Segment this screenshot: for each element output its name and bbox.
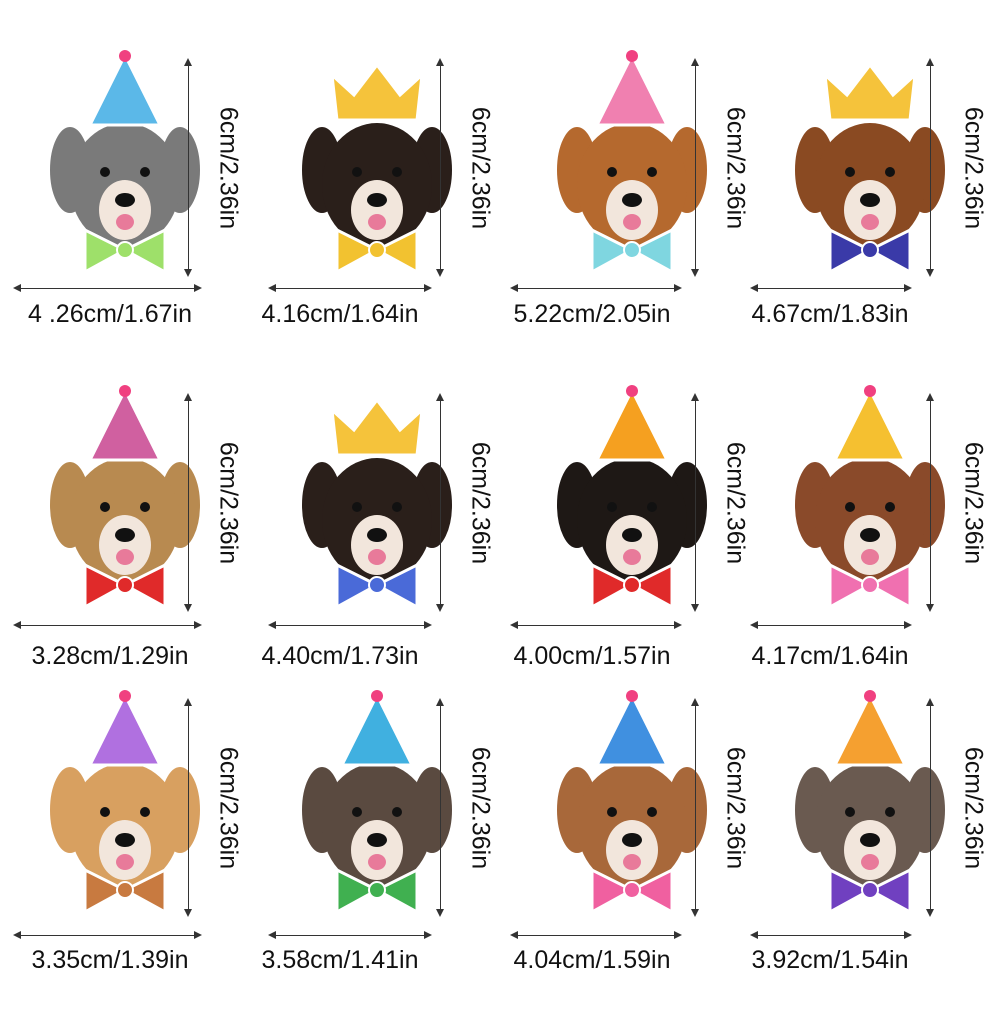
height-arrow <box>436 393 444 612</box>
dog-sticker-image <box>46 385 204 610</box>
width-arrow <box>13 284 202 292</box>
height-label: 6cm/2.36in <box>466 746 495 870</box>
height-label: 6cm/2.36in <box>959 106 988 230</box>
width-label: 4.40cm/1.73in <box>261 642 419 670</box>
height-label: 6cm/2.36in <box>721 106 750 230</box>
width-label: 5.22cm/2.05in <box>513 300 671 328</box>
height-arrow <box>691 698 699 917</box>
dog-sticker-image <box>791 62 949 275</box>
dog-sticker-item: 6cm/2.36in <box>272 385 522 705</box>
dog-sticker-item: 6cm/2.36in <box>765 50 1000 370</box>
width-label: 4.67cm/1.83in <box>751 300 909 328</box>
width-arrow <box>750 931 912 939</box>
width-arrow <box>268 621 432 629</box>
dog-sticker-item: 6cm/2.36in <box>527 690 777 1010</box>
height-arrow <box>691 393 699 612</box>
height-label: 6cm/2.36in <box>959 746 988 870</box>
dog-sticker-image <box>791 385 949 610</box>
height-arrow <box>926 58 934 277</box>
dog-sticker-item: 6cm/2.36in <box>765 690 1000 1010</box>
width-arrow <box>268 284 432 292</box>
width-label: 3.92cm/1.54in <box>751 946 909 974</box>
height-label: 6cm/2.36in <box>214 441 243 565</box>
dog-sticker-image <box>553 50 711 275</box>
width-arrow <box>750 284 912 292</box>
height-label: 6cm/2.36in <box>721 746 750 870</box>
width-arrow <box>510 284 682 292</box>
dog-sticker-item: 6cm/2.36in <box>765 385 1000 705</box>
height-label: 6cm/2.36in <box>214 746 243 870</box>
width-label: 3.58cm/1.41in <box>261 946 419 974</box>
dog-sticker-item: 6cm/2.36in <box>527 385 777 705</box>
dog-sticker-image <box>298 397 456 610</box>
height-label: 6cm/2.36in <box>466 106 495 230</box>
width-label: 4 .26cm/1.67in <box>28 300 192 328</box>
height-arrow <box>184 698 192 917</box>
dog-sticker-image <box>46 50 204 275</box>
dog-sticker-item: 6cm/2.36in <box>272 690 522 1010</box>
height-arrow <box>436 58 444 277</box>
width-arrow <box>510 931 682 939</box>
width-arrow <box>13 621 202 629</box>
dog-sticker-image <box>46 690 204 915</box>
height-label: 6cm/2.36in <box>466 441 495 565</box>
width-arrow <box>510 621 682 629</box>
width-label: 4.00cm/1.57in <box>513 642 671 670</box>
height-arrow <box>184 58 192 277</box>
width-label: 4.16cm/1.64in <box>261 300 419 328</box>
height-arrow <box>926 393 934 612</box>
dog-sticker-image <box>298 62 456 275</box>
dog-sticker-item: 6cm/2.36in <box>20 50 270 370</box>
dog-sticker-item: 6cm/2.36in <box>272 50 522 370</box>
height-arrow <box>184 393 192 612</box>
dog-sticker-image <box>298 690 456 915</box>
height-arrow <box>436 698 444 917</box>
height-arrow <box>691 58 699 277</box>
width-arrow <box>750 621 912 629</box>
height-label: 6cm/2.36in <box>959 441 988 565</box>
height-label: 6cm/2.36in <box>214 106 243 230</box>
width-arrow <box>13 931 202 939</box>
dog-sticker-item: 6cm/2.36in <box>20 385 270 705</box>
width-label: 4.17cm/1.64in <box>751 642 909 670</box>
dog-sticker-item: 6cm/2.36in <box>527 50 777 370</box>
height-arrow <box>926 698 934 917</box>
dog-sticker-image <box>553 690 711 915</box>
width-label: 4.04cm/1.59in <box>513 946 671 974</box>
dog-sticker-image <box>553 385 711 610</box>
width-arrow <box>268 931 432 939</box>
width-label: 3.35cm/1.39in <box>31 946 189 974</box>
width-label: 3.28cm/1.29in <box>31 642 189 670</box>
height-label: 6cm/2.36in <box>721 441 750 565</box>
dog-sticker-image <box>791 690 949 915</box>
dog-sticker-item: 6cm/2.36in <box>20 690 270 1010</box>
